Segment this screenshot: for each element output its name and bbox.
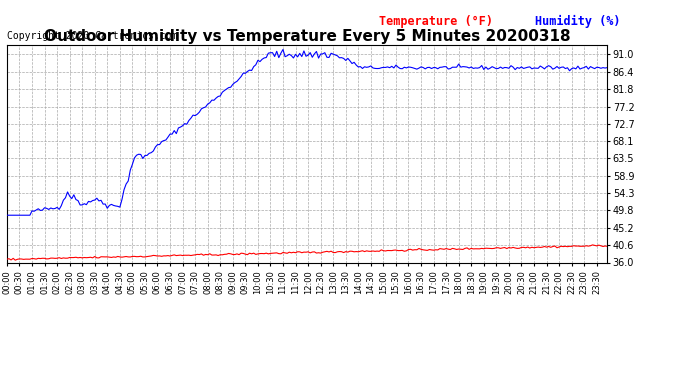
Text: Humidity (%): Humidity (%) [535,15,621,28]
Text: Copyright 2020 Cartronics.com: Copyright 2020 Cartronics.com [7,31,177,40]
Text: Temperature (°F): Temperature (°F) [379,15,493,28]
Title: Outdoor Humidity vs Temperature Every 5 Minutes 20200318: Outdoor Humidity vs Temperature Every 5 … [43,29,571,44]
